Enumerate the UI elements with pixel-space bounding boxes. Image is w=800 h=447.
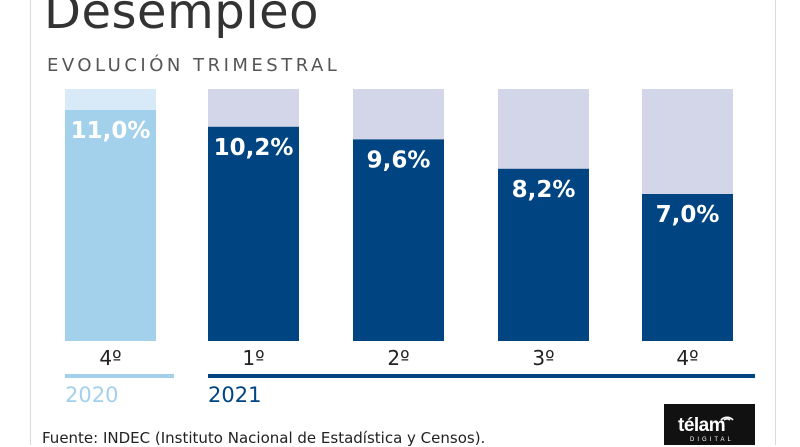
- year-label-2021: 2021: [208, 383, 261, 407]
- bar-1: [65, 110, 156, 341]
- signal-icon: [720, 416, 734, 421]
- telam-logo: télam DIGITAL: [664, 404, 755, 445]
- bar-2: [208, 126, 299, 341]
- bar-3: [353, 139, 444, 341]
- logo-subtext: DIGITAL: [690, 437, 734, 443]
- bar-value-label-4: 8,2%: [512, 177, 576, 203]
- quarter-label-2: 1º: [242, 346, 264, 370]
- quarter-label-4: 3º: [532, 346, 554, 370]
- bar-value-label-3: 9,6%: [367, 147, 431, 173]
- quarter-label-1: 4º: [99, 346, 121, 370]
- bar-4: [498, 168, 589, 341]
- frame-left-border: [30, 0, 31, 445]
- bar-value-label-2: 10,2%: [214, 135, 294, 161]
- bar-value-label-5: 7,0%: [656, 202, 720, 228]
- bar-value-label-1: 11,0%: [71, 118, 151, 144]
- chart-title: Desempleo: [44, 0, 319, 40]
- frame-right-border: [775, 0, 776, 445]
- source-note: Fuente: INDEC (Instituto Nacional de Est…: [42, 429, 486, 447]
- year-label-2020: 2020: [65, 383, 118, 407]
- logo-wordmark: télam: [678, 415, 726, 436]
- chart-subtitle: EVOLUCIÓN TRIMESTRAL: [47, 55, 341, 76]
- bar-5: [642, 194, 733, 341]
- year-bracket-2021: [208, 374, 755, 378]
- quarter-label-3: 2º: [387, 346, 409, 370]
- year-bracket-2020: [65, 374, 174, 378]
- quarter-label-5: 4º: [676, 346, 698, 370]
